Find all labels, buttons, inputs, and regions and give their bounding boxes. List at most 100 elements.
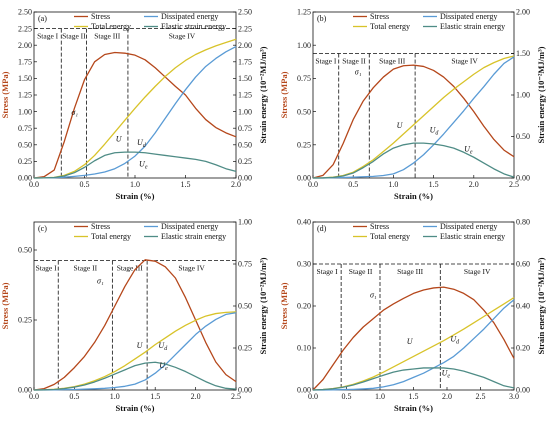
x-tick-label: 1.5 bbox=[181, 180, 191, 189]
legend-label: Total energy bbox=[370, 22, 410, 31]
legend-label: Dissipated energy bbox=[440, 222, 497, 231]
stage-label: Stage I bbox=[317, 267, 339, 276]
stage-label: Stage IV bbox=[178, 264, 205, 273]
x-tick-label: 1.0 bbox=[388, 180, 398, 189]
y-right-tick-label: 0.50 bbox=[238, 141, 252, 150]
y-left-tick-label: 0.75 bbox=[297, 74, 311, 83]
series-line-dissipated-energy bbox=[34, 312, 237, 391]
x-tick-label: 2.0 bbox=[442, 392, 452, 401]
curve-annotation: U bbox=[407, 337, 414, 346]
series-line-stress bbox=[33, 259, 237, 391]
y-axis-label-right: Strain energy (10⁻²MJ/m³) bbox=[536, 46, 546, 143]
stage-label: Stage IV bbox=[464, 267, 491, 276]
curve-annotation: Ue bbox=[464, 144, 473, 155]
x-tick-label: 0.0 bbox=[29, 392, 39, 401]
x-tick-label: 0.0 bbox=[308, 392, 318, 401]
x-tick-label: 2.0 bbox=[469, 180, 479, 189]
y-right-tick-label: 0.40 bbox=[516, 302, 530, 311]
series-line-total-energy bbox=[33, 38, 237, 179]
y-right-tick-label: 1.50 bbox=[516, 49, 530, 58]
series-line-dissipated-energy bbox=[313, 299, 515, 391]
panel-label: (a) bbox=[38, 14, 47, 23]
curve-annotation: Ud bbox=[158, 341, 168, 352]
stage-label: Stage I bbox=[315, 57, 337, 66]
curve-annotation: Ue bbox=[442, 368, 451, 379]
series-line-dissipated-energy bbox=[312, 56, 515, 179]
y-left-tick-label: 0.75 bbox=[18, 124, 32, 133]
x-tick-label: 2.0 bbox=[191, 392, 201, 401]
y-axis-label-left: Stress (MPa) bbox=[0, 71, 10, 118]
x-tick-label: 2.0 bbox=[231, 180, 241, 189]
x-axis-label: Strain (%) bbox=[116, 191, 155, 201]
stage-label: Stage I bbox=[37, 32, 59, 41]
x-tick-label: 2.5 bbox=[509, 180, 519, 189]
y-left-tick-label: 0.50 bbox=[297, 107, 311, 116]
chart-panel-a: 0.0 0.5 1.0 1.5 2.00.000.250.500.751.001.251… bbox=[0, 8, 268, 201]
y-left-tick-label: 0.00 bbox=[18, 386, 32, 395]
x-tick-label: 3.0 bbox=[509, 392, 519, 401]
plot-frame bbox=[312, 11, 515, 179]
x-tick-label: 0.5 bbox=[348, 180, 358, 189]
y-left-tick-label: 1.25 bbox=[297, 8, 311, 17]
legend-label: Stress bbox=[91, 12, 110, 21]
y-left-tick-label: 0.00 bbox=[297, 386, 311, 395]
y-right-tick-label: 1.00 bbox=[516, 91, 530, 100]
x-axis-label: Strain (%) bbox=[116, 403, 155, 413]
curve-annotation: U bbox=[137, 341, 144, 350]
y-axis-label-left: Stress (MPa) bbox=[279, 282, 289, 329]
curve-annotation: σ₁ bbox=[71, 108, 78, 117]
x-tick-label: 1.0 bbox=[375, 392, 385, 401]
panel-label: (b) bbox=[317, 14, 327, 23]
curve-annotation: σ₁ bbox=[370, 291, 377, 300]
series-line-dissipated-energy bbox=[33, 45, 237, 179]
x-tick-label: 1.0 bbox=[110, 392, 120, 401]
y-axis-label-right: Strain energy (10⁻²MJ/m³) bbox=[258, 257, 268, 354]
y-left-tick-label: 0.50 bbox=[18, 246, 32, 255]
y-right-tick-label: 2.50 bbox=[238, 8, 252, 17]
stage-label: Stage II bbox=[62, 32, 86, 41]
y-right-tick-label: 0.50 bbox=[238, 302, 252, 311]
y-right-tick-label: 0.00 bbox=[238, 174, 252, 183]
y-left-tick-label: 0.25 bbox=[297, 141, 311, 150]
series-line-elastic-strain-energy bbox=[33, 361, 237, 391]
y-right-tick-label: 1.25 bbox=[238, 91, 252, 100]
legend-label: Elastic strain energy bbox=[440, 232, 505, 241]
curve-annotation: U bbox=[116, 134, 123, 143]
y-axis-label-right: Strain energy (10⁻²MJ/m³) bbox=[258, 46, 268, 143]
curve-annotation: σ₁ bbox=[97, 277, 104, 286]
x-tick-label: 2.5 bbox=[476, 392, 486, 401]
y-right-tick-label: 0.00 bbox=[238, 386, 252, 395]
y-axis-label-left: Stress (MPa) bbox=[0, 282, 10, 329]
stage-label: Stage III bbox=[117, 264, 144, 273]
y-left-tick-label: 0.25 bbox=[18, 157, 32, 166]
stage-label: Stage III bbox=[94, 32, 121, 41]
y-right-tick-label: 0.25 bbox=[238, 344, 252, 353]
y-right-tick-label: 0.50 bbox=[516, 132, 530, 141]
curve-annotation: U bbox=[397, 121, 404, 130]
series-line-elastic-strain-energy bbox=[312, 367, 515, 391]
plot-frame bbox=[33, 221, 237, 391]
x-tick-label: 0.5 bbox=[69, 392, 79, 401]
y-right-tick-label: 0.60 bbox=[516, 260, 530, 269]
series-line-elastic-strain-energy bbox=[312, 142, 515, 179]
legend-label: Elastic strain energy bbox=[161, 22, 226, 31]
x-tick-label: 0.0 bbox=[29, 180, 39, 189]
plot-frame bbox=[312, 221, 515, 391]
y-axis-label-left: Stress (MPa) bbox=[279, 71, 289, 118]
curve-annotation: Ud bbox=[137, 138, 147, 149]
y-right-tick-label: 0.20 bbox=[516, 344, 530, 353]
x-tick-label: 0.0 bbox=[308, 180, 318, 189]
x-tick-label: 1.5 bbox=[150, 392, 160, 401]
y-left-tick-label: 1.00 bbox=[18, 107, 32, 116]
y-right-tick-label: 0.25 bbox=[238, 157, 252, 166]
y-axis-label-right: Strain energy (10⁻²MJ/m³) bbox=[536, 257, 546, 354]
panel-label: (c) bbox=[38, 224, 47, 233]
y-right-tick-label: 1.00 bbox=[238, 218, 252, 227]
x-axis-label: Strain (%) bbox=[394, 403, 433, 413]
y-left-tick-label: 0.30 bbox=[297, 260, 311, 269]
x-tick-label: 1.5 bbox=[409, 392, 419, 401]
y-right-tick-label: 2.25 bbox=[238, 24, 252, 33]
x-axis-label: Strain (%) bbox=[394, 191, 433, 201]
y-left-tick-label: 1.75 bbox=[18, 58, 32, 67]
